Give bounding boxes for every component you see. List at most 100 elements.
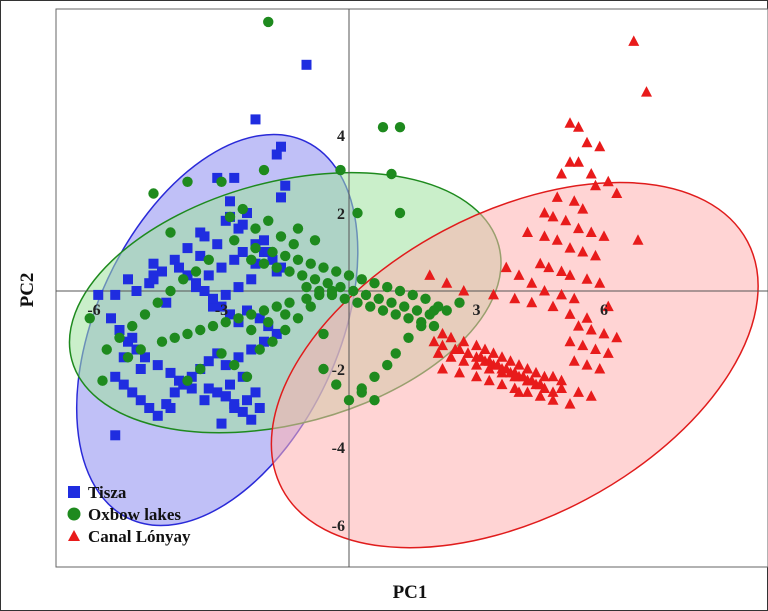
point-tisza [203,356,214,367]
point-tisza [229,403,240,413]
point-tisza [203,270,214,281]
point-oxbow-lakes [182,328,193,340]
point-canal-lonyay [564,308,576,319]
point-canal-lonyay [534,378,546,390]
point-oxbow-lakes [318,328,329,340]
legend-marker-canal-lonyay [68,530,80,541]
point-tisza [152,410,163,421]
point-tisza [186,383,197,394]
point-oxbow-lakes [318,262,329,273]
point-oxbow-lakes [352,297,363,308]
point-canal-lonyay [428,335,440,347]
point-oxbow-lakes [369,395,380,406]
point-canal-lonyay [483,363,495,374]
point-tisza [246,414,257,425]
point-canal-lonyay [577,339,589,351]
point-tisza [246,274,257,285]
point-tisza [237,219,248,230]
point-canal-lonyay [471,339,482,351]
point-tisza [186,371,197,382]
point-tisza [301,59,312,70]
point-oxbow-lakes [280,324,291,336]
point-canal-lonyay [458,335,470,347]
point-oxbow-lakes [263,16,274,28]
point-canal-lonyay [602,300,614,312]
point-canal-lonyay [437,363,448,374]
legend-label-canal-lonyay: Canal Lónyay [88,527,191,546]
x-tick-label: -3 [215,302,228,319]
point-canal-lonyay [475,351,487,362]
point-oxbow-lakes [216,348,227,359]
point-canal-lonyay [564,269,576,280]
point-oxbow-lakes [394,122,406,133]
point-oxbow-lakes [394,207,406,219]
point-canal-lonyay [602,175,614,187]
point-canal-lonyay [547,386,559,397]
x-axis-title: PC1 [393,582,428,603]
point-oxbow-lakes [178,274,189,285]
point-tisza [229,172,240,183]
point-oxbow-lakes [280,309,291,320]
point-oxbow-lakes [280,250,291,262]
point-tisza [212,172,223,183]
point-tisza [199,286,210,296]
point-canal-lonyay [483,355,495,366]
point-canal-lonyay [513,359,525,370]
point-oxbow-lakes [258,164,270,176]
point-canal-lonyay [500,261,512,273]
point-canal-lonyay [564,398,576,409]
point-canal-lonyay [526,296,538,308]
y-tick-label: -4 [332,440,345,457]
point-oxbow-lakes [390,309,401,320]
point-tisza [140,352,150,363]
point-oxbow-lakes [309,235,321,246]
point-oxbow-lakes [305,301,316,312]
point-tisza [246,344,257,355]
point-oxbow-lakes [152,297,163,308]
point-tisza [220,391,231,402]
point-tisza [250,114,261,125]
point-canal-lonyay [441,277,453,288]
x-tick-label: 3 [473,302,481,319]
point-tisza [216,418,227,429]
point-oxbow-lakes [399,301,410,312]
point-canal-lonyay [581,312,593,323]
point-oxbow-lakes [297,270,308,281]
point-oxbow-lakes [428,305,440,316]
point-canal-lonyay [462,347,474,358]
point-oxbow-lakes [416,320,427,332]
point-oxbow-lakes [373,293,384,304]
point-tisza [110,289,121,300]
point-canal-lonyay [488,347,499,358]
point-tisza [220,289,231,300]
point-tisza [250,387,261,398]
point-canal-lonyay [564,117,576,128]
point-canal-lonyay [641,86,652,97]
point-oxbow-lakes [360,289,372,301]
point-oxbow-lakes [369,371,380,382]
point-oxbow-lakes [139,309,151,320]
point-oxbow-lakes [339,293,350,304]
point-tisza [182,270,193,281]
point-oxbow-lakes [356,274,367,285]
point-oxbow-lakes [165,227,176,238]
point-tisza [169,254,180,265]
point-oxbow-lakes [314,289,325,301]
point-tisza [93,289,104,300]
point-canal-lonyay [483,374,495,386]
tick-labels: -6 -3 3 6 4 2 -2 -4 -6 [87,128,608,535]
point-oxbow-lakes [127,320,138,332]
point-oxbow-lakes [246,309,257,320]
point-canal-lonyay [590,343,601,354]
point-canal-lonyay [547,370,559,382]
point-oxbow-lakes [224,211,236,223]
point-tisza [148,274,159,285]
point-canal-lonyay [581,273,593,284]
point-oxbow-lakes [169,332,180,343]
point-oxbow-lakes [343,395,355,406]
point-tisza [195,227,206,238]
point-canal-lonyay [505,355,516,366]
point-oxbow-lakes [135,344,146,355]
point-canal-lonyay [594,277,606,288]
point-canal-lonyay [539,370,550,382]
